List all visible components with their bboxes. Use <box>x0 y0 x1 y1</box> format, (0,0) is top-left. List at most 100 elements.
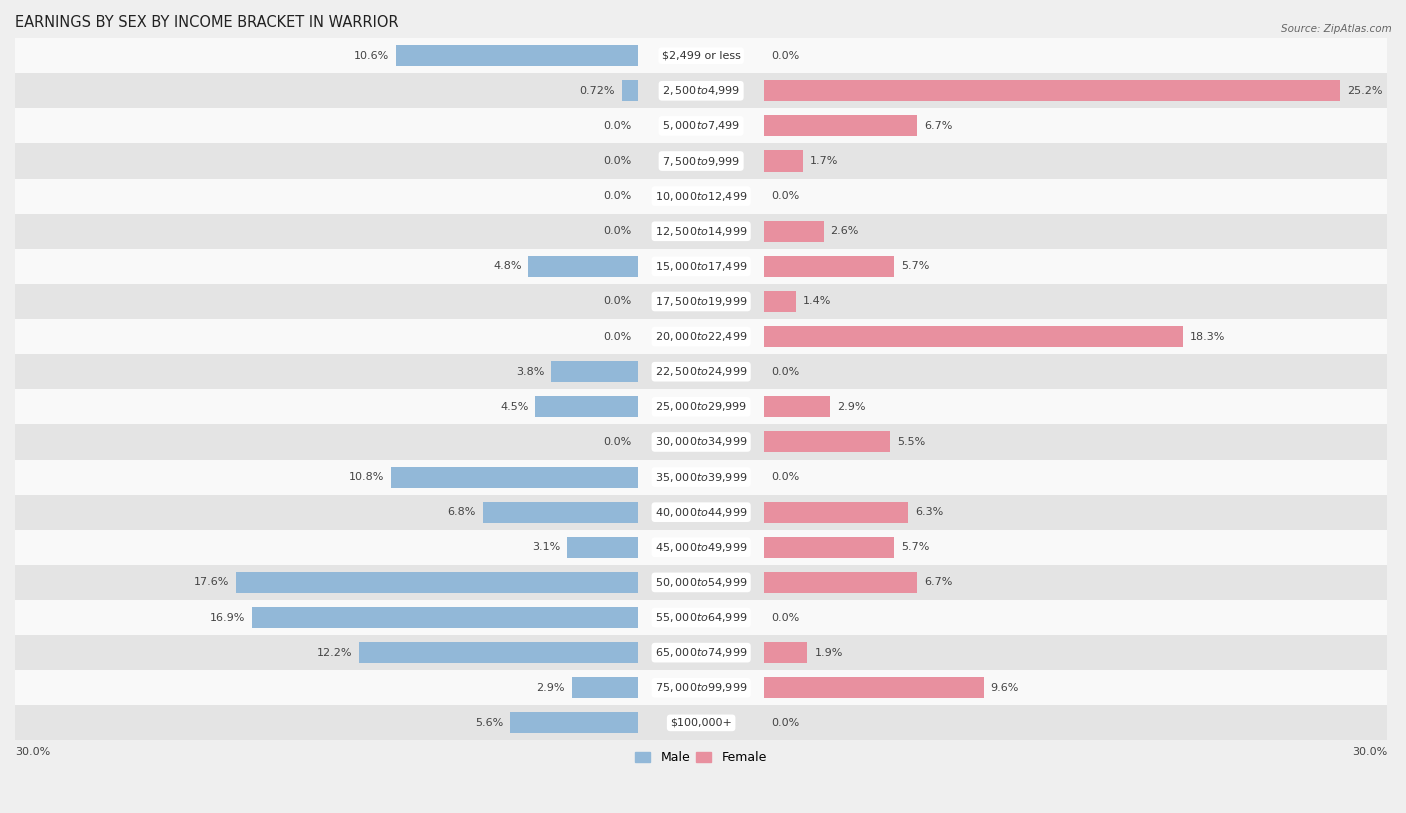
Bar <box>763 572 917 593</box>
Bar <box>391 467 638 488</box>
Text: 0.0%: 0.0% <box>603 121 631 131</box>
Text: $22,500 to $24,999: $22,500 to $24,999 <box>655 365 748 378</box>
Text: 1.7%: 1.7% <box>810 156 838 166</box>
Bar <box>482 502 638 523</box>
Text: 0.0%: 0.0% <box>603 437 631 447</box>
Text: 12.2%: 12.2% <box>316 648 353 658</box>
Text: 0.0%: 0.0% <box>770 718 799 728</box>
Bar <box>763 115 917 137</box>
Bar <box>15 459 1388 494</box>
Text: 25.2%: 25.2% <box>1347 86 1382 96</box>
Text: 2.9%: 2.9% <box>837 402 866 412</box>
Bar <box>15 565 1388 600</box>
Text: 4.5%: 4.5% <box>501 402 529 412</box>
Bar <box>15 38 1388 73</box>
Text: 0.0%: 0.0% <box>603 156 631 166</box>
Bar <box>763 150 803 172</box>
Bar <box>529 256 638 277</box>
Text: EARNINGS BY SEX BY INCOME BRACKET IN WARRIOR: EARNINGS BY SEX BY INCOME BRACKET IN WAR… <box>15 15 399 30</box>
Text: 2.9%: 2.9% <box>537 683 565 693</box>
Bar <box>15 706 1388 741</box>
Bar <box>763 256 894 277</box>
Text: $100,000+: $100,000+ <box>671 718 733 728</box>
Text: $45,000 to $49,999: $45,000 to $49,999 <box>655 541 748 554</box>
Bar <box>763 80 1340 102</box>
Text: 0.0%: 0.0% <box>603 297 631 307</box>
Bar <box>15 108 1388 143</box>
Bar <box>763 642 807 663</box>
Bar <box>359 642 638 663</box>
Text: 1.9%: 1.9% <box>814 648 842 658</box>
Text: $35,000 to $39,999: $35,000 to $39,999 <box>655 471 748 484</box>
Text: 2.6%: 2.6% <box>831 226 859 237</box>
Text: $12,500 to $14,999: $12,500 to $14,999 <box>655 224 748 237</box>
Bar <box>15 249 1388 284</box>
Bar <box>15 319 1388 354</box>
Bar <box>568 537 638 558</box>
Bar <box>15 600 1388 635</box>
Bar <box>763 220 824 241</box>
Text: $15,000 to $17,499: $15,000 to $17,499 <box>655 260 748 273</box>
Text: 0.0%: 0.0% <box>770 612 799 623</box>
Text: 3.1%: 3.1% <box>533 542 561 552</box>
Text: $55,000 to $64,999: $55,000 to $64,999 <box>655 611 748 624</box>
Bar <box>763 432 890 453</box>
Bar <box>15 284 1388 319</box>
Legend: Male, Female: Male, Female <box>630 746 772 769</box>
Bar <box>15 354 1388 389</box>
Text: $7,500 to $9,999: $7,500 to $9,999 <box>662 154 741 167</box>
Text: 0.0%: 0.0% <box>770 367 799 376</box>
Bar <box>572 677 638 698</box>
Bar <box>621 80 638 102</box>
Bar <box>15 73 1388 108</box>
Text: 0.72%: 0.72% <box>579 86 614 96</box>
Bar <box>551 361 638 382</box>
Text: 17.6%: 17.6% <box>194 577 229 588</box>
Text: $20,000 to $22,499: $20,000 to $22,499 <box>655 330 748 343</box>
Bar <box>510 712 638 733</box>
Bar <box>252 607 638 628</box>
Bar <box>763 291 796 312</box>
Text: 9.6%: 9.6% <box>990 683 1019 693</box>
Bar <box>536 396 638 417</box>
Text: 0.0%: 0.0% <box>770 191 799 201</box>
Text: $25,000 to $29,999: $25,000 to $29,999 <box>655 400 747 413</box>
Bar <box>15 530 1388 565</box>
Bar <box>15 635 1388 670</box>
Bar <box>763 326 1182 347</box>
Text: $50,000 to $54,999: $50,000 to $54,999 <box>655 576 748 589</box>
Text: 6.7%: 6.7% <box>924 121 952 131</box>
Text: $30,000 to $34,999: $30,000 to $34,999 <box>655 436 748 449</box>
Text: 0.0%: 0.0% <box>603 332 631 341</box>
Bar <box>15 389 1388 424</box>
Text: $5,000 to $7,499: $5,000 to $7,499 <box>662 120 741 133</box>
Text: 5.7%: 5.7% <box>901 261 929 272</box>
Text: 6.3%: 6.3% <box>915 507 943 517</box>
Bar <box>236 572 638 593</box>
Text: 30.0%: 30.0% <box>1353 747 1388 758</box>
Text: Source: ZipAtlas.com: Source: ZipAtlas.com <box>1281 24 1392 34</box>
Bar <box>15 143 1388 179</box>
Text: 0.0%: 0.0% <box>770 50 799 61</box>
Text: 10.8%: 10.8% <box>349 472 384 482</box>
Text: 1.4%: 1.4% <box>803 297 831 307</box>
Text: 16.9%: 16.9% <box>209 612 245 623</box>
Bar <box>763 502 908 523</box>
Text: 6.8%: 6.8% <box>447 507 475 517</box>
Bar <box>15 494 1388 530</box>
Bar <box>396 46 638 66</box>
Text: 6.7%: 6.7% <box>924 577 952 588</box>
Text: 5.7%: 5.7% <box>901 542 929 552</box>
Text: $65,000 to $74,999: $65,000 to $74,999 <box>655 646 748 659</box>
Text: 0.0%: 0.0% <box>603 226 631 237</box>
Text: 18.3%: 18.3% <box>1189 332 1225 341</box>
Bar <box>15 670 1388 706</box>
Text: $2,500 to $4,999: $2,500 to $4,999 <box>662 85 741 98</box>
Bar <box>15 179 1388 214</box>
Text: 3.8%: 3.8% <box>516 367 544 376</box>
Text: $2,499 or less: $2,499 or less <box>662 50 741 61</box>
Text: 4.8%: 4.8% <box>494 261 522 272</box>
Text: 0.0%: 0.0% <box>770 472 799 482</box>
Text: 10.6%: 10.6% <box>354 50 389 61</box>
Bar <box>763 396 831 417</box>
